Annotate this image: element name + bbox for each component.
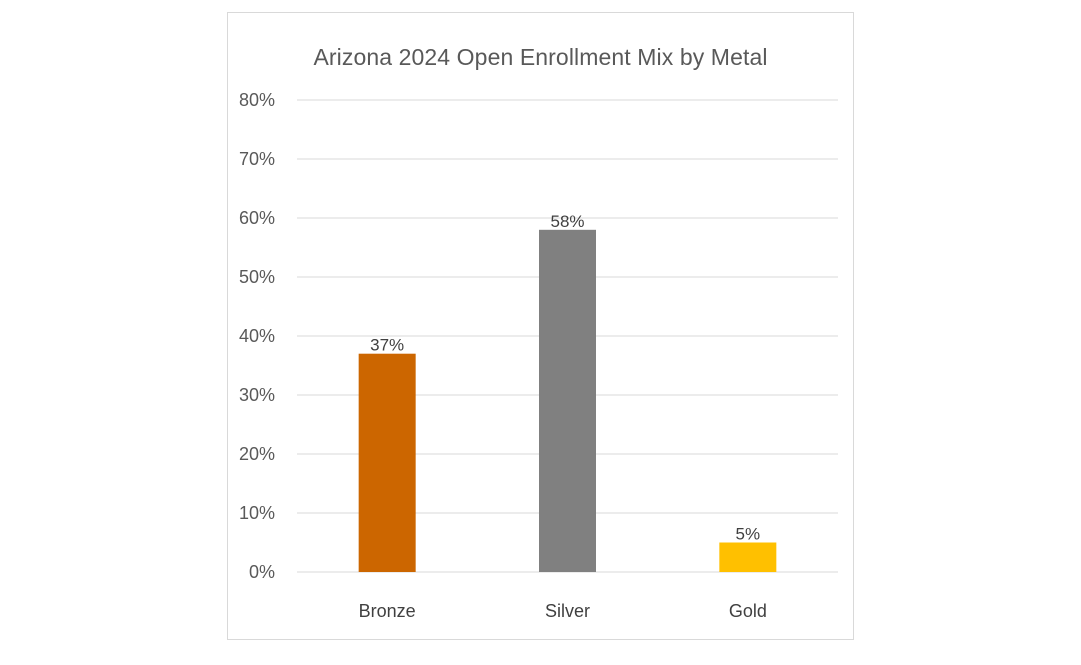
y-tick-label: 80% <box>239 90 275 110</box>
x-tick-label-bronze: Bronze <box>359 601 416 621</box>
bar-bronze <box>358 353 416 572</box>
bar-gold <box>719 542 777 572</box>
x-tick-label-silver: Silver <box>545 601 590 621</box>
y-tick-label: 0% <box>249 562 275 582</box>
data-label-bronze: 37% <box>370 336 404 355</box>
y-tick-label: 50% <box>239 267 275 287</box>
x-axis-ticks: Bronze Silver Gold <box>359 601 767 621</box>
y-tick-label: 10% <box>239 503 275 523</box>
data-label-gold: 5% <box>736 525 761 544</box>
data-label-silver: 58% <box>550 212 584 231</box>
bars <box>358 229 777 573</box>
y-tick-label: 60% <box>239 208 275 228</box>
y-tick-label: 20% <box>239 444 275 464</box>
bar-silver <box>539 229 596 573</box>
data-labels: 37% 58% 5% <box>370 212 760 544</box>
y-axis-ticks: 0% 10% 20% 30% 40% 50% 60% 70% 80% <box>239 90 275 582</box>
x-tick-label-gold: Gold <box>729 601 767 621</box>
y-tick-label: 40% <box>239 326 275 346</box>
y-tick-label: 70% <box>239 149 275 169</box>
chart-title: Arizona 2024 Open Enrollment Mix by Meta… <box>313 44 768 70</box>
y-tick-label: 30% <box>239 385 275 405</box>
